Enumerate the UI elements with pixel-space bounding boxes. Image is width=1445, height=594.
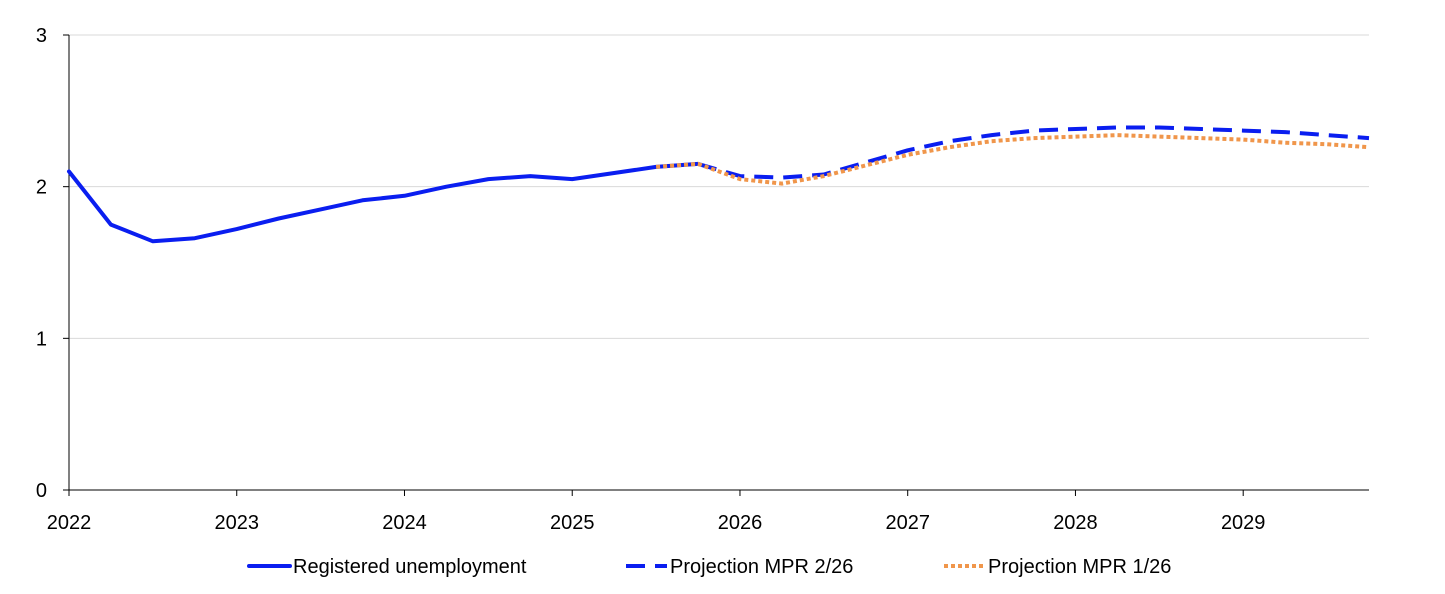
tick-labels: 0 1 2 3 2022 2023 2024 2025 2026 2027 2028 2029 [36,25,1266,534]
x-tick-label: 2027 [885,512,930,534]
grid-lines [69,34,1369,339]
x-tick-label: 2023 [214,512,259,534]
y-tick-label: 0 [36,480,47,502]
y-tick-label: 1 [36,328,47,350]
x-tick-label: 2024 [382,512,427,534]
axes [63,34,1369,496]
x-tick-label: 2029 [1221,512,1266,534]
x-tick-label: 2026 [718,512,763,534]
x-tick-label: 2025 [550,512,595,534]
legend: Registered unemployment Projection MPR 2/… [247,556,1171,578]
y-tick-label: 2 [36,177,47,199]
series-lines [67,125,1370,244]
series-line-2 [655,133,1370,186]
legend-label-1: Projection MPR 2/26 [670,556,853,578]
legend-label-0: Registered unemployment [293,556,527,578]
x-tick-label: 2028 [1053,512,1098,534]
series-line-1 [697,125,1370,180]
series-line-0 [67,161,700,244]
x-tick-label: 2022 [47,512,92,534]
y-tick-label: 3 [36,25,47,47]
legend-label-2: Projection MPR 1/26 [988,556,1171,578]
